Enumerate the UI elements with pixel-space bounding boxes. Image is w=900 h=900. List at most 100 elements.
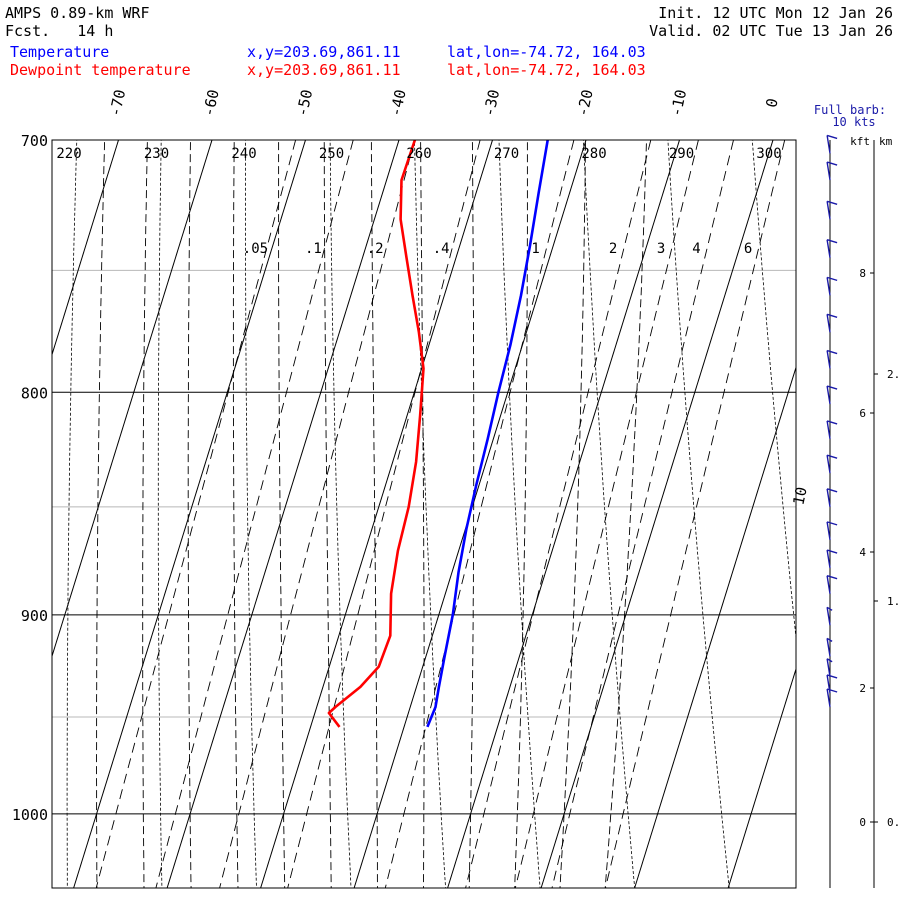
isotherm-line — [73, 140, 306, 888]
dry-adiabat-label: 290 — [669, 146, 694, 162]
wind-barb — [826, 521, 838, 540]
wind-barb — [826, 674, 838, 694]
wind-barb — [826, 688, 838, 708]
wind-barb-staff — [826, 638, 831, 657]
isotherm-line — [822, 140, 900, 888]
moist-adiabat — [232, 140, 239, 888]
wind-barb-staff — [826, 488, 831, 507]
wind-barb-flag — [826, 385, 838, 390]
isotherm-label: -40 — [386, 88, 409, 118]
kft-axis-label: kft — [850, 135, 870, 148]
mixing-ratio-line — [155, 140, 354, 888]
wind-barb-flag — [826, 637, 833, 642]
plot-frame — [51, 139, 797, 889]
wind-barb — [826, 134, 838, 154]
isotherm-label: -50 — [293, 88, 316, 118]
dry-adiabat-label: 300 — [756, 146, 781, 162]
dry-adiabat-label: 250 — [319, 146, 344, 162]
wind-barb — [826, 276, 838, 296]
pressure-label: 800 — [21, 384, 48, 402]
wind-barb — [826, 575, 838, 594]
wind-barb-staff — [826, 277, 831, 296]
wind-barb — [826, 420, 838, 440]
moist-adiabat — [96, 140, 106, 888]
pressure-label: 700 — [21, 132, 48, 150]
isotherm-label: -70 — [106, 88, 129, 118]
wind-barb-flag — [826, 521, 838, 526]
wind-barb-staff — [826, 161, 831, 181]
wind-barb — [826, 385, 838, 405]
wind-barb-flag — [826, 575, 838, 580]
dry-adiabat — [582, 140, 636, 888]
pressure-label: 1000 — [12, 806, 48, 824]
wind-barb-staff — [826, 420, 831, 440]
dry-adiabat-label: 270 — [494, 146, 519, 162]
wind-barb-flag — [826, 161, 838, 166]
dry-adiabat — [245, 140, 257, 888]
km-tick-label: 1. — [887, 595, 900, 608]
moist-adiabat — [468, 140, 475, 888]
isotherm-label: -30 — [480, 88, 503, 118]
mixing-ratio-label: 2 — [609, 241, 617, 257]
isotherm-label: -60 — [199, 88, 222, 118]
isotherm-label: 0 — [762, 97, 781, 110]
isotherm-line — [634, 365, 796, 888]
fcst-value: 14 h — [77, 22, 114, 40]
dry-adiabat-label: 280 — [581, 146, 606, 162]
init-value: 12 UTC Mon 12 Jan 26 — [712, 4, 893, 22]
mixing-ratio-line — [219, 140, 415, 888]
wind-barb — [826, 658, 833, 677]
wind-barb-staff — [826, 674, 831, 694]
wind-barb — [826, 313, 838, 333]
km-tick-label: 2. — [887, 368, 900, 381]
temperature-legend: Temperature — [10, 43, 110, 61]
wind-height-panel: Full barb:10 kts kft km 0 2 4 6 8 0. 1. 2. — [814, 103, 900, 888]
dewpoint-legend: Dewpoint temperature — [10, 61, 191, 79]
wind-barb — [826, 200, 838, 220]
isotherm-line — [260, 140, 493, 888]
wind-barb-staff — [826, 201, 831, 220]
wind-barb-flag — [826, 454, 838, 459]
valid-time: Valid. 02 UTC Tue 13 Jan 26 — [649, 22, 893, 40]
wind-barb-flag — [826, 674, 838, 679]
dry-adiabat — [498, 140, 541, 888]
wind-barb-staff — [826, 239, 831, 258]
valid-label: Valid. — [649, 22, 704, 40]
mixing-ratio-line — [514, 140, 699, 888]
init-label: Init. — [658, 4, 704, 22]
mixing-ratio-label: .05 — [243, 241, 268, 257]
wind-barb-flag — [826, 549, 838, 554]
wind-barb-staff — [826, 688, 831, 708]
dry-adiabat-label: 230 — [144, 146, 169, 162]
dry-adiabat-label: 240 — [231, 146, 256, 162]
wind-barb-staff — [826, 314, 831, 333]
wind-barb-staff — [826, 350, 831, 369]
kft-tick-label: 8 — [859, 267, 866, 280]
dry-adiabat — [834, 113, 900, 900]
moist-adiabat — [514, 140, 528, 888]
isotherm-line — [727, 667, 796, 888]
wind-barb-flag — [826, 420, 838, 425]
dry-adiabat — [157, 140, 163, 888]
moist-adiabat — [323, 140, 332, 888]
wind-barb-staff — [826, 135, 831, 154]
wind-barb-staff — [826, 658, 831, 677]
wind-barb-flag — [826, 200, 838, 205]
kft-tick-label: 6 — [859, 407, 866, 420]
dry-adiabat — [329, 140, 352, 888]
isotherm-label: -20 — [573, 88, 596, 118]
wind-barb-flag — [826, 488, 838, 493]
full-barb-speed-label: 10 kts — [832, 115, 875, 129]
dry-adiabat — [667, 140, 730, 888]
wind-barb-flag — [826, 313, 838, 318]
moist-adiabat — [559, 140, 586, 888]
temperature-latlon: lat,lon=-74.72, 164.03 — [447, 43, 646, 61]
mixing-ratio-label: .4 — [433, 241, 450, 257]
isotherm-line — [447, 140, 680, 888]
temperature-profile — [426, 140, 549, 728]
dewpoint-profile — [327, 140, 425, 728]
km-tick-label: 0. — [887, 816, 900, 829]
wind-barb — [826, 606, 833, 626]
isotherm-label: 10 — [789, 485, 810, 506]
moist-adiabat — [187, 140, 192, 888]
